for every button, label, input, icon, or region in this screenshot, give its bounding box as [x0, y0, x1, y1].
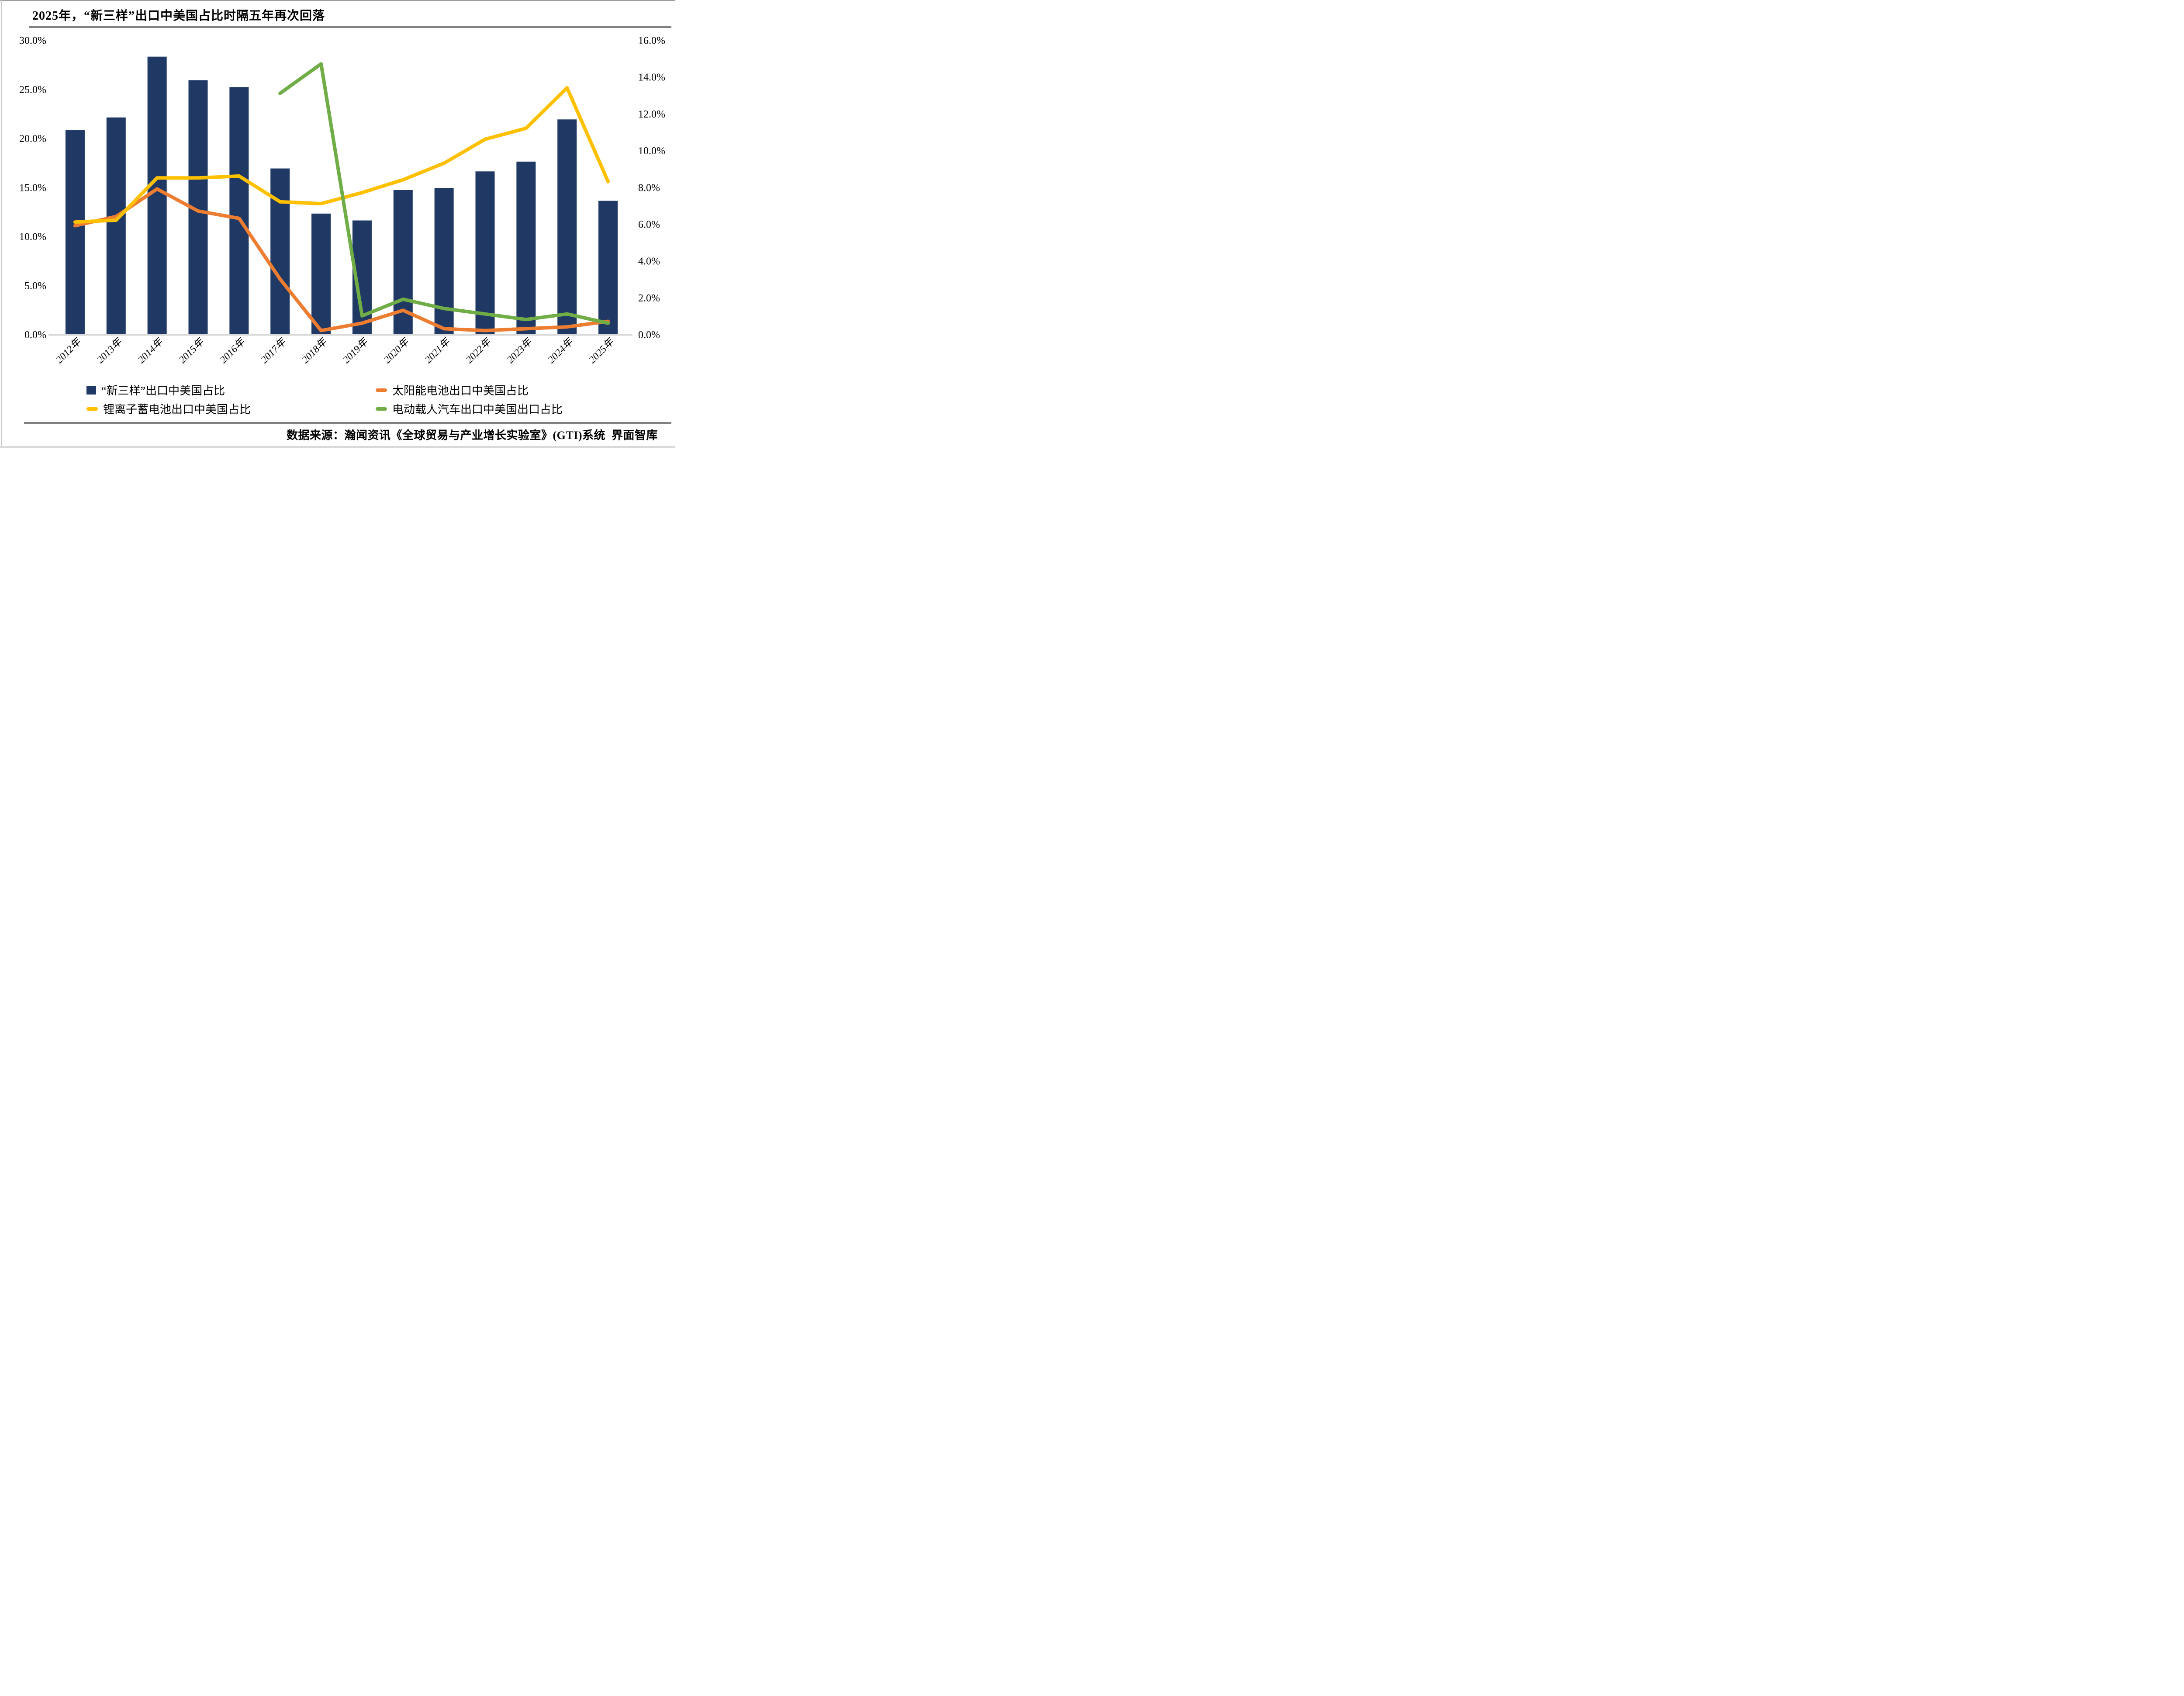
bar-2016年: [229, 87, 249, 334]
chart-page: 2025年，“新三样”出口中美国占比时隔五年再次回落 30.0% 25.0% 20.…: [0, 0, 675, 448]
x-axis-label-2021年: 2021年: [423, 336, 453, 365]
bar-2013年: [106, 117, 126, 334]
left-axis-tick-label: 20.0%: [19, 133, 46, 145]
legend-item-ev: 电动载人汽车出口中美国出口占比: [376, 402, 637, 416]
bar-2018年: [311, 213, 331, 334]
left-axis-tick-label: 5.0%: [24, 280, 46, 292]
x-axis-label-2019年: 2019年: [341, 336, 370, 365]
line-swatch-icon: [376, 407, 387, 411]
right-axis-tick-label: 14.0%: [638, 72, 665, 83]
left-axis-tick-label: 0.0%: [24, 329, 46, 341]
left-axis-tick-label: 10.0%: [19, 232, 46, 243]
left-axis-tick-label: 15.0%: [19, 182, 46, 194]
legend-item-solar: 太阳能电池出口中美国占比: [376, 383, 637, 397]
legend-item-new-three: “新三样”出口中美国占比: [86, 383, 376, 397]
bar-2017年: [270, 168, 290, 334]
right-axis-tick-label: 12.0%: [638, 109, 665, 120]
line-ev: [278, 62, 610, 325]
legend-item-lithium: 锂离子蓄电池出口中美国占比: [86, 402, 376, 416]
x-axis-label-2017年: 2017年: [259, 336, 288, 365]
footer-rule: [24, 422, 671, 424]
title-underline-rule: [29, 26, 671, 28]
x-axis-label-2023年: 2023年: [505, 336, 534, 365]
bar-2024年: [557, 119, 577, 334]
chart-canvas: 30.0% 25.0% 20.0% 15.0% 10.0% 5.0% 0.0% 16.0% 14…: [19, 35, 665, 366]
x-axis-label-2018年: 2018年: [300, 336, 329, 365]
bar-2025年: [598, 201, 618, 334]
bar-2021年: [434, 188, 454, 334]
right-axis-tick-label: 16.0%: [638, 35, 665, 47]
right-axis-tick-label: 4.0%: [638, 256, 660, 267]
legend-label-lithium: 锂离子蓄电池出口中美国占比: [103, 403, 251, 416]
bar-2023年: [516, 161, 536, 334]
right-axis-tick-label: 10.0%: [638, 145, 665, 157]
x-axis-label-2012年: 2012年: [54, 336, 83, 365]
line-swatch-icon: [376, 388, 387, 392]
chart-title: 2025年，“新三样”出口中美国占比时隔五年再次回落: [32, 9, 325, 23]
right-axis-tick-label: 6.0%: [638, 219, 660, 230]
x-axis-label-2025年: 2025年: [587, 336, 616, 365]
page-left-edge: [1, 0, 2, 448]
bar-swatch-icon: [86, 385, 96, 395]
legend-label-solar: 太阳能电池出口中美国占比: [392, 384, 529, 397]
bar-2022年: [475, 171, 495, 334]
legend-label-ev: 电动载人汽车出口中美国出口占比: [392, 403, 563, 416]
data-source-note: 数据来源：瀚闻资讯《全球贸易与产业增长实验室》(GTI)系统 界面智库: [286, 429, 658, 442]
chart-legend: “新三样”出口中美国占比 太阳能电池出口中美国占比 锂离子蓄电池出口中美国占比 …: [86, 383, 637, 416]
legend-label-new-three: “新三样”出口中美国占比: [101, 384, 225, 397]
x-axis-label-2024年: 2024年: [546, 336, 575, 365]
x-axis-label-2013年: 2013年: [95, 336, 124, 365]
bar-2014年: [147, 56, 167, 335]
left-axis-tick-label: 30.0%: [19, 35, 46, 47]
right-axis-tick-label: 0.0%: [638, 329, 660, 341]
line-swatch-icon: [86, 407, 98, 411]
x-axis-label-2022年: 2022年: [464, 336, 494, 365]
line-solar: [73, 187, 610, 332]
page-bottom-edge: [0, 446, 675, 448]
right-axis-tick-label: 8.0%: [638, 182, 660, 194]
x-axis-label-2016年: 2016年: [218, 336, 247, 365]
right-axis-tick-label: 2.0%: [638, 293, 660, 304]
left-axis-tick-label: 25.0%: [19, 84, 46, 96]
bar-2012年: [65, 130, 85, 334]
x-axis-label-2014年: 2014年: [136, 336, 166, 365]
page-top-edge: [0, 0, 675, 1]
x-axis-label-2015年: 2015年: [177, 336, 207, 365]
x-axis-label-2020年: 2020年: [382, 336, 411, 365]
